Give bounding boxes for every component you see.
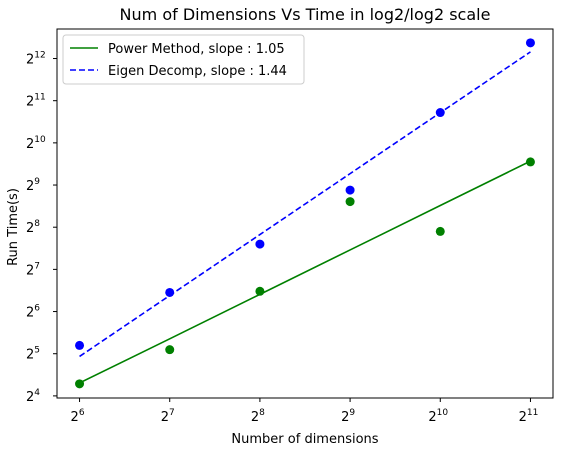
x-axis: 26 27 28 29 210 211 (71, 398, 539, 425)
series-2-point (255, 239, 265, 249)
y-tick-label: 27 (26, 261, 40, 278)
legend-label-2: Eigen Decomp, slope : 1.44 (108, 64, 287, 79)
series-2-point (345, 185, 355, 195)
series-2-point (75, 340, 85, 350)
y-tick-label: 25 (26, 346, 40, 363)
x-tick-label: 28 (251, 408, 265, 425)
x-tick-label: 211 (519, 408, 539, 425)
y-tick-label: 26 (26, 304, 40, 321)
series-2-point (525, 38, 535, 48)
legend: Power Method, slope : 1.05 Eigen Decomp, … (62, 34, 305, 85)
y-tick-label: 211 (26, 93, 46, 110)
plot-area (56, 28, 554, 399)
x-tick-label: 26 (71, 408, 85, 425)
y-tick-label: 28 (26, 219, 40, 236)
series-1-point (75, 379, 85, 389)
x-axis-label: Number of dimensions (231, 432, 378, 447)
y-tick-label: 210 (26, 135, 46, 152)
series-1-point (255, 286, 265, 296)
series-1-point (345, 197, 355, 207)
series-2-point (165, 287, 175, 297)
series-line-2 (79, 51, 531, 358)
series-1-point (525, 157, 535, 167)
y-axis-label: Run Time(s) (6, 188, 21, 266)
chart-title: Num of Dimensions Vs Time in log2/log2 s… (120, 5, 491, 24)
series-2-point (435, 108, 445, 118)
x-tick-label: 27 (161, 408, 175, 425)
y-axis: 24 25 26 27 28 29 210 211 212 (26, 51, 57, 405)
legend-box (62, 34, 305, 85)
series-1-point (435, 226, 445, 236)
y-tick-label: 29 (26, 177, 40, 194)
legend-label-1: Power Method, slope : 1.05 (108, 42, 285, 57)
y-tick-label: 24 (26, 388, 40, 405)
series-1-point (165, 345, 175, 355)
y-tick-label: 212 (26, 51, 46, 68)
series-line-1 (79, 160, 531, 384)
x-tick-label: 29 (341, 408, 355, 425)
x-tick-label: 210 (428, 408, 448, 425)
axes-frame (56, 28, 554, 399)
